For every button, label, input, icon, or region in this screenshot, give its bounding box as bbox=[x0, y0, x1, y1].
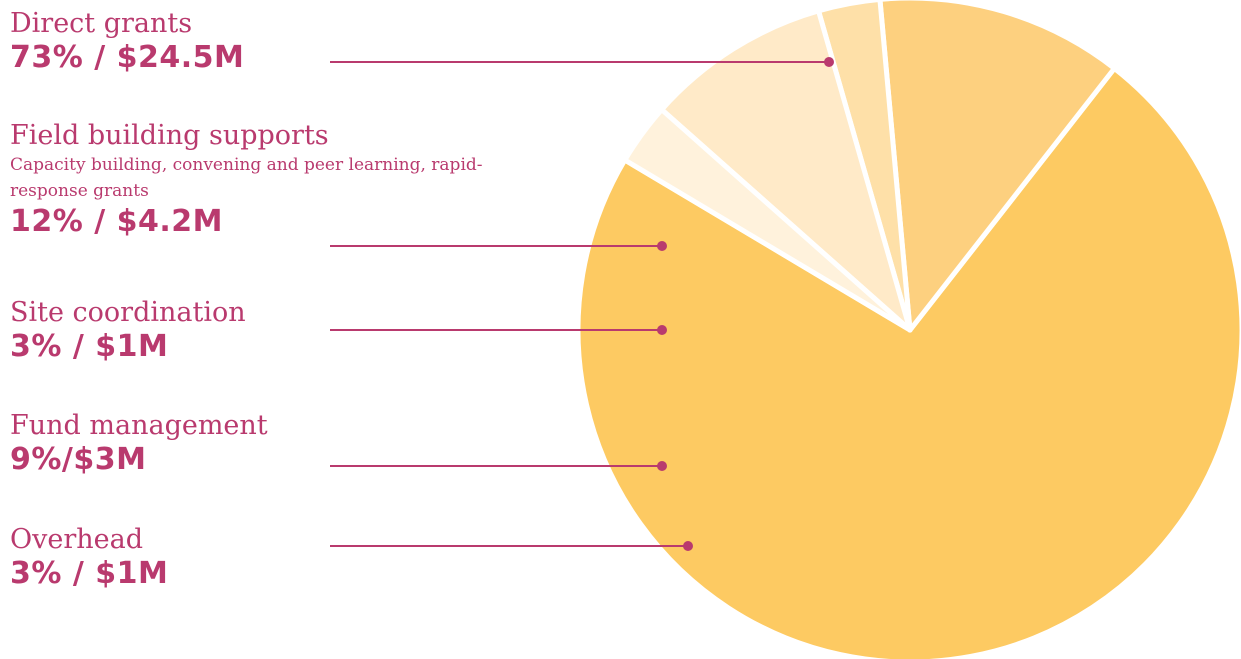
label-direct-grants: Direct grants 73% / $24.5M bbox=[10, 8, 244, 76]
label-overhead: Overhead 3% / $1M bbox=[10, 524, 168, 592]
leader-dot bbox=[683, 541, 693, 551]
label-fund-management: Fund management 9%/$3M bbox=[10, 410, 268, 478]
label-field-building-supports: Field building supports Capacity buildin… bbox=[10, 120, 530, 240]
pie-slice-overhead bbox=[622, 107, 913, 333]
leader-lines bbox=[330, 57, 834, 551]
pie-slices bbox=[575, 0, 1241, 659]
pie-slice-fund-management bbox=[659, 8, 913, 333]
pie-slice-field-building-supports bbox=[877, 0, 1117, 333]
slice-value-label: 12% / $4.2M bbox=[10, 204, 224, 239]
leader-dot bbox=[657, 325, 667, 335]
slice-name: Site coordination bbox=[10, 297, 246, 328]
slice-value-label: 73% / $24.5M bbox=[10, 40, 245, 75]
slice-value-label: 3% / $1M bbox=[10, 556, 169, 591]
leader-dot bbox=[657, 241, 667, 251]
slice-description: Capacity building, convening and peer le… bbox=[10, 155, 483, 201]
leader-dot bbox=[657, 461, 667, 471]
pie-slice-direct-grants bbox=[575, 65, 1241, 659]
slice-name: Field building supports bbox=[10, 120, 329, 151]
slice-name: Direct grants bbox=[10, 8, 193, 39]
leader-dot bbox=[824, 57, 834, 67]
label-site-coordination: Site coordination 3% / $1M bbox=[10, 297, 246, 365]
slice-name: Fund management bbox=[10, 410, 268, 441]
slice-value-label: 9%/$3M bbox=[10, 442, 147, 477]
slice-name: Overhead bbox=[10, 524, 144, 555]
slice-value-label: 3% / $1M bbox=[10, 329, 169, 364]
